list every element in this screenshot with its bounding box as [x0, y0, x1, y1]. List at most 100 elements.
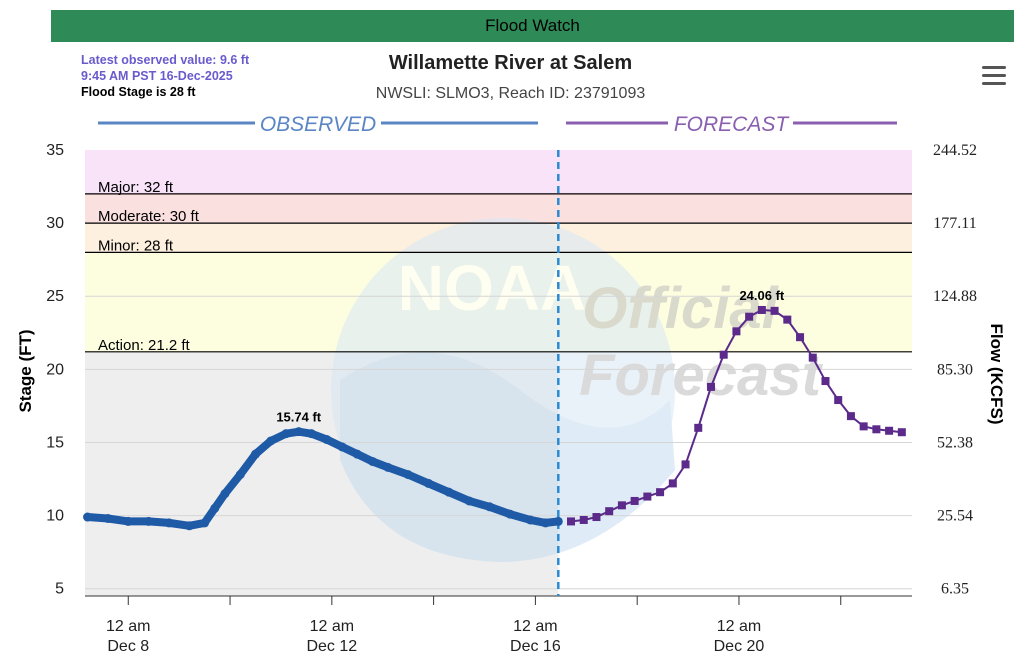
- observed-point: [220, 489, 230, 499]
- watermark-official: Official: [582, 276, 779, 341]
- observed-point: [123, 516, 133, 526]
- x-tick-label-date: Dec 20: [714, 638, 765, 655]
- y2-tick-label: 124.88: [933, 288, 977, 305]
- forecast-peak-label: 24.06 ft: [739, 288, 784, 303]
- observed-point: [485, 502, 495, 512]
- x-tick-label-time: 12 am: [513, 618, 557, 635]
- forecast-point: [668, 479, 677, 488]
- observed-point: [337, 442, 347, 452]
- y-tick-label: 10: [46, 508, 64, 525]
- observed-point: [525, 515, 535, 525]
- forecast-point: [617, 501, 626, 510]
- observed-point: [144, 516, 154, 526]
- flood-watch-banner: Flood Watch: [51, 10, 1014, 42]
- forecast-point: [770, 306, 779, 315]
- forecast-point: [872, 425, 881, 434]
- forecast-point: [796, 333, 805, 342]
- y2-tick-label: 6.35: [941, 581, 969, 598]
- threshold-label-minor: Minor: 28 ft: [98, 237, 174, 254]
- observation-info: Latest observed value: 9.6 ft 9:45 AM PS…: [81, 52, 249, 100]
- observed-peak-label: 15.74 ft: [276, 410, 321, 425]
- latest-observed-value: Latest observed value: 9.6 ft: [81, 53, 250, 67]
- forecast-point: [821, 377, 830, 386]
- observed-point: [352, 449, 362, 459]
- forecast-point: [630, 496, 639, 505]
- observed-point: [200, 518, 210, 528]
- observed-point: [368, 456, 378, 466]
- forecast-point: [732, 327, 741, 336]
- observed-point: [403, 470, 413, 480]
- observed-point: [184, 521, 194, 531]
- observed-point: [210, 503, 220, 513]
- x-tick-label-date: Dec 12: [306, 638, 357, 655]
- forecast-point: [567, 517, 576, 526]
- observed-time: 9:45 AM PST 16-Dec-2025: [81, 69, 233, 83]
- observed-point: [464, 496, 474, 506]
- watermark-forecast: Forecast: [579, 343, 823, 408]
- chart-subtitle: NWSLI: SLMO3, Reach ID: 23791093: [375, 85, 646, 102]
- watermark-noaa: NOAA: [398, 252, 586, 324]
- x-tick-label-date: Dec 16: [510, 638, 561, 655]
- y-tick-label: 15: [46, 434, 64, 451]
- observed-point: [164, 518, 174, 528]
- y-tick-label: 25: [46, 288, 64, 305]
- x-tick-label-date: Dec 8: [107, 638, 149, 655]
- observed-point: [103, 513, 113, 523]
- threshold-label-major: Major: 32 ft: [98, 179, 174, 196]
- observed-point: [83, 512, 93, 522]
- y2-tick-label: 52.38: [937, 434, 973, 451]
- observed-point: [541, 518, 551, 528]
- y-tick-label: 30: [46, 215, 64, 232]
- y-axis-title: Stage (FT): [16, 329, 35, 412]
- forecast-point: [846, 412, 855, 421]
- chart-title: Willamette River at Salem: [388, 52, 633, 74]
- forecast-point: [897, 428, 906, 437]
- threshold-label-moderate: Moderate: 30 ft: [98, 208, 200, 225]
- y2-tick-label: 85.30: [937, 361, 973, 378]
- forecast-point: [745, 312, 754, 321]
- forecast-point: [757, 305, 766, 314]
- forecast-point: [605, 507, 614, 516]
- observed-point: [235, 470, 245, 480]
- forecast-point: [706, 382, 715, 391]
- forecast-point: [859, 422, 868, 431]
- forecast-point: [719, 350, 728, 359]
- forecast-point: [694, 423, 703, 432]
- y-tick-label: 5: [55, 581, 64, 598]
- forecast-point: [592, 513, 601, 522]
- observed-header-label: OBSERVED: [260, 113, 376, 136]
- observed-point: [294, 427, 304, 437]
- forecast-header-label: FORECAST: [674, 113, 791, 136]
- forecast-point: [643, 492, 652, 501]
- y2-tick-label: 177.11: [933, 215, 976, 232]
- observed-point: [505, 509, 515, 519]
- forecast-point: [656, 488, 665, 497]
- forecast-point: [579, 515, 588, 524]
- observed-point: [266, 436, 276, 446]
- observed-point: [553, 516, 563, 526]
- y2-tick-label: 25.54: [937, 508, 973, 525]
- x-tick-label-time: 12 am: [717, 618, 761, 635]
- observed-point: [281, 429, 291, 439]
- observed-point: [383, 462, 393, 472]
- observed-point: [444, 487, 454, 497]
- y-tick-label: 35: [46, 142, 64, 159]
- y2-axis-title: Flow (KCFS): [987, 323, 1006, 424]
- forecast-point: [834, 396, 843, 405]
- threshold-label-action: Action: 21.2 ft: [98, 337, 191, 354]
- observed-point: [424, 478, 434, 488]
- y-tick-label: 20: [46, 361, 64, 378]
- forecast-point: [885, 426, 894, 435]
- observed-point: [250, 449, 260, 459]
- band-major: [85, 150, 912, 194]
- x-tick-label-time: 12 am: [310, 618, 354, 635]
- x-tick-label-time: 12 am: [106, 618, 150, 635]
- forecast-point: [808, 353, 817, 362]
- observed-point: [306, 429, 316, 439]
- flood-stage-note: Flood Stage is 28 ft: [81, 85, 196, 99]
- y2-tick-label: 244.52: [933, 142, 977, 159]
- observed-point: [322, 435, 332, 445]
- hamburger-menu-icon[interactable]: [982, 66, 1006, 86]
- forecast-point: [783, 315, 792, 324]
